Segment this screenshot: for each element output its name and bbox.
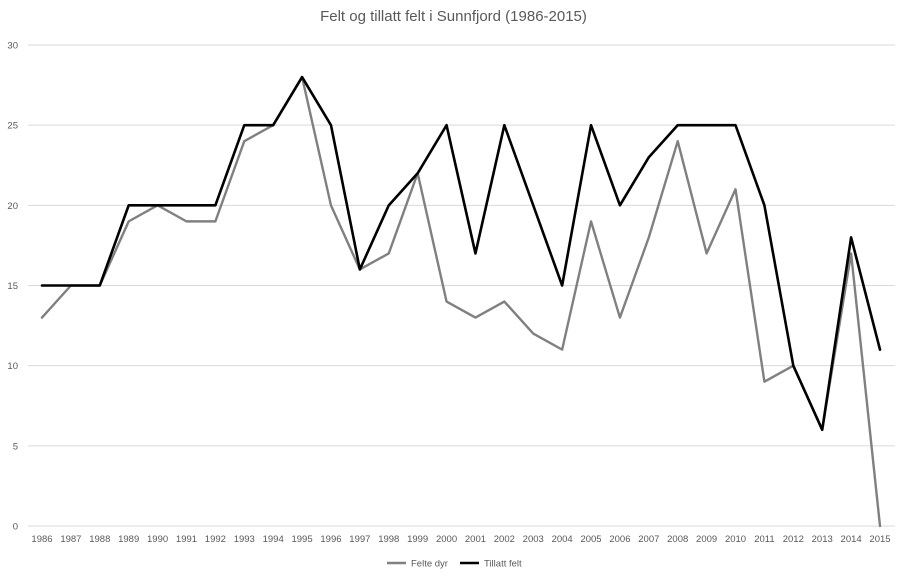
x-tick-label: 1996 (320, 534, 341, 545)
gridlines (28, 44, 895, 527)
legend-label: Tillatt felt (484, 559, 522, 570)
y-tick-label: 30 (7, 41, 18, 52)
x-tick-label: 2004 (552, 534, 573, 545)
x-tick-label: 2012 (783, 534, 804, 545)
x-tick-label: 1986 (31, 534, 52, 545)
x-tick-label: 1989 (118, 534, 139, 545)
x-tick-label: 1991 (176, 534, 197, 545)
x-tick-label: 2001 (465, 534, 486, 545)
legend: Felte dyr Tillatt felt (387, 559, 522, 570)
x-tick-label: 2000 (436, 534, 457, 545)
series-line-tillatt-felt (40, 75, 882, 432)
x-tick-label: 2013 (812, 534, 833, 545)
x-tick-label: 2008 (667, 534, 688, 545)
legend-label: Felte dyr (411, 559, 448, 570)
x-tick-label: 2007 (638, 534, 659, 545)
x-tick-label: 1999 (407, 534, 428, 545)
y-tick-label: 25 (7, 121, 18, 132)
x-tick-label: 1988 (89, 534, 110, 545)
x-tick-label: 2015 (869, 534, 890, 545)
y-tick-label: 5 (13, 441, 18, 452)
x-tick-label: 2009 (696, 534, 717, 545)
x-tick-label: 1990 (147, 534, 168, 545)
series-line-felte-dyr (40, 75, 882, 528)
y-tick-label: 0 (13, 522, 18, 533)
x-tick-label: 1998 (378, 534, 399, 545)
x-tick-label: 2006 (609, 534, 630, 545)
axes: 0 5 10 15 20 25 30 1986 1987 1988 1989 1990 1991 1992… (7, 41, 890, 546)
series-lines (40, 75, 882, 528)
x-tick-label: 1987 (60, 534, 81, 545)
y-tick-label: 15 (7, 281, 18, 292)
x-tick-label: 2011 (754, 534, 774, 545)
x-tick-label: 1997 (349, 534, 370, 545)
x-tick-label: 2010 (725, 534, 746, 545)
x-tick-label: 2002 (494, 534, 515, 545)
x-tick-label: 1994 (263, 534, 284, 545)
x-tick-label: 1995 (291, 534, 312, 545)
x-tick-label: 2014 (841, 534, 862, 545)
x-tick-label: 1993 (234, 534, 255, 545)
y-tick-label: 20 (7, 201, 18, 212)
y-tick-label: 10 (7, 361, 18, 372)
chart-title: Felt og tillatt felt i Sunnfjord (1986-2… (320, 8, 587, 25)
x-tick-label: 2003 (523, 534, 544, 545)
x-tick-label: 1992 (205, 534, 226, 545)
x-tick-label: 2005 (580, 534, 601, 545)
